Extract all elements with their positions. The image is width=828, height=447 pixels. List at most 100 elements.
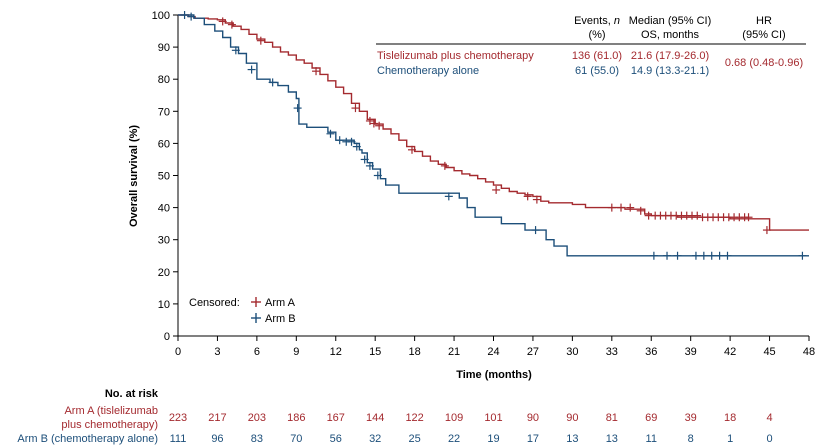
arm-a-censor-mark — [744, 213, 753, 222]
censored-legend-title: Censored: — [189, 297, 240, 309]
arm-a-risk-count: 101 — [484, 412, 502, 424]
arm-a-risk-label-line2: plus chemotherapy) — [61, 419, 158, 431]
y-tick-label: 100 — [152, 10, 170, 22]
arm-a-censor-mark — [523, 192, 532, 201]
arm-a-risk-count: 69 — [645, 412, 657, 424]
arm-b-censor-mark — [293, 104, 302, 113]
risk-table: No. at risk Arm A (tislelizumab plus che… — [17, 388, 772, 445]
events-header-line1: Events, n — [574, 15, 620, 27]
x-tick-label: 0 — [175, 346, 181, 358]
arm-b-censor-mark — [531, 226, 540, 235]
arm-b-censor-mark — [335, 136, 344, 145]
arm-b-censor-mark — [715, 251, 724, 260]
hr-header-line1: HR — [756, 15, 772, 27]
arm-b-median: 14.9 (13.3-21.1) — [631, 65, 709, 77]
arm-b-censor-label: Arm B — [265, 313, 296, 325]
arm-b-censor-mark — [673, 251, 682, 260]
arm-a-risk-count: 122 — [405, 412, 423, 424]
arm-b-risk-count: 17 — [527, 433, 539, 445]
y-tick-label: 30 — [158, 235, 170, 247]
x-tick-label: 39 — [685, 346, 697, 358]
arm-b-censor-mark — [649, 251, 658, 260]
x-tick-label: 36 — [645, 346, 657, 358]
x-tick-label: 45 — [763, 346, 775, 358]
arm-a-censor-mark — [532, 195, 541, 204]
arm-b-censor-mark — [360, 155, 369, 164]
arm-b-censor-mark — [444, 192, 453, 201]
arm-a-risk-count: 203 — [248, 412, 266, 424]
arm-b-censor-mark — [707, 251, 716, 260]
arm-b-censor-mark — [347, 137, 356, 146]
arm-b-risk-count: 70 — [290, 433, 302, 445]
arm-a-risk-count: 39 — [685, 412, 697, 424]
arm-b-name: Chemotherapy alone — [377, 65, 479, 77]
arm-a-censor-mark — [375, 121, 384, 130]
x-axis-title: Time (months) — [456, 369, 532, 381]
arm-b-censor-mark — [365, 161, 374, 170]
arm-a-censor-mark — [607, 203, 616, 212]
arm-a-censor-mark — [440, 161, 449, 170]
arm-b-risk-count: 96 — [211, 433, 223, 445]
arm-a-censor-mark — [256, 36, 265, 45]
arm-a-risk-count: 90 — [527, 412, 539, 424]
arm-a-risk-count: 186 — [287, 412, 305, 424]
arm-a-risk-count: 217 — [208, 412, 226, 424]
arm-a-risk-count: 109 — [445, 412, 463, 424]
arm-b-risk-count: 1 — [727, 433, 733, 445]
summary-table-header: Events, n (%) Median (95% CI) OS, months… — [376, 15, 806, 45]
arm-b-risk-count: 111 — [170, 433, 187, 445]
summary-table-rows: Tislelizumab plus chemotherapy 136 (61.0… — [377, 50, 803, 77]
x-tick-label: 6 — [254, 346, 260, 358]
arm-a-events: 136 (61.0) — [572, 50, 622, 62]
y-tick-label: 20 — [158, 267, 170, 279]
y-tick-label: 0 — [164, 331, 170, 343]
arm-b-censor-mark — [373, 171, 382, 180]
arm-b-risk-count: 83 — [251, 433, 263, 445]
x-tick-label: 42 — [724, 346, 736, 358]
arm-a-risk-label-line1: Arm A (tislelizumab — [64, 405, 158, 417]
arm-b-censor-mark — [798, 251, 807, 260]
arm-a-censor-mark — [492, 185, 501, 194]
arm-a-censor-mark — [369, 119, 378, 128]
x-tick-label: 27 — [527, 346, 539, 358]
arm-b-risk-counts: 111 96 83 70 56 32 25 22 19 17 13 13 11 8 1 0 — [170, 433, 773, 445]
x-tick-label: 12 — [330, 346, 342, 358]
y-tick-label: 50 — [158, 171, 170, 183]
arm-b-risk-count: 11 — [646, 433, 657, 445]
arm-a-censor-mark — [636, 206, 645, 215]
hazard-ratio: 0.68 (0.48-0.96) — [725, 57, 803, 69]
arm-a-censor-mark — [693, 211, 702, 220]
arm-a-censor-mark — [312, 67, 321, 76]
arm-b-censor-mark — [326, 129, 335, 138]
y-tick-label: 70 — [158, 106, 170, 118]
x-tick-label: 48 — [803, 346, 815, 358]
x-tick-label: 33 — [606, 346, 618, 358]
arm-a-censor-mark — [218, 17, 227, 26]
arm-b-censor-mark — [699, 251, 708, 260]
arm-a-censor-mark — [762, 226, 771, 235]
arm-a-censor-label: Arm A — [265, 297, 296, 309]
censored-legend: Censored: Arm A Arm B — [189, 297, 296, 325]
arm-a-risk-count: 144 — [366, 412, 384, 424]
y-tick-label: 40 — [158, 203, 170, 215]
arm-b-censor-mark — [352, 142, 361, 151]
arm-a-survival-curve — [178, 14, 809, 231]
y-tick-label: 10 — [158, 299, 170, 311]
x-tick-label: 15 — [369, 346, 381, 358]
events-header-label: Events, n — [574, 15, 620, 27]
arm-b-risk-count: 32 — [369, 433, 381, 445]
arm-a-median: 21.6 (17.9-26.0) — [631, 50, 709, 62]
risk-table-title: No. at risk — [105, 388, 159, 400]
arm-a-censor-mark — [626, 203, 635, 212]
x-ticks: 0 3 6 9 12 15 18 21 24 27 30 33 36 39 42 45 48 — [175, 336, 815, 358]
x-tick-label: 24 — [487, 346, 499, 358]
arm-a-name: Tislelizumab plus chemotherapy — [377, 50, 534, 62]
arm-b-censor-mark — [268, 78, 277, 87]
x-tick-label: 30 — [566, 346, 578, 358]
x-tick-label: 9 — [293, 346, 299, 358]
arm-b-risk-count: 13 — [606, 433, 618, 445]
arm-b-risk-count: 13 — [566, 433, 578, 445]
y-tick-label: 90 — [158, 42, 170, 54]
x-tick-label: 18 — [409, 346, 421, 358]
